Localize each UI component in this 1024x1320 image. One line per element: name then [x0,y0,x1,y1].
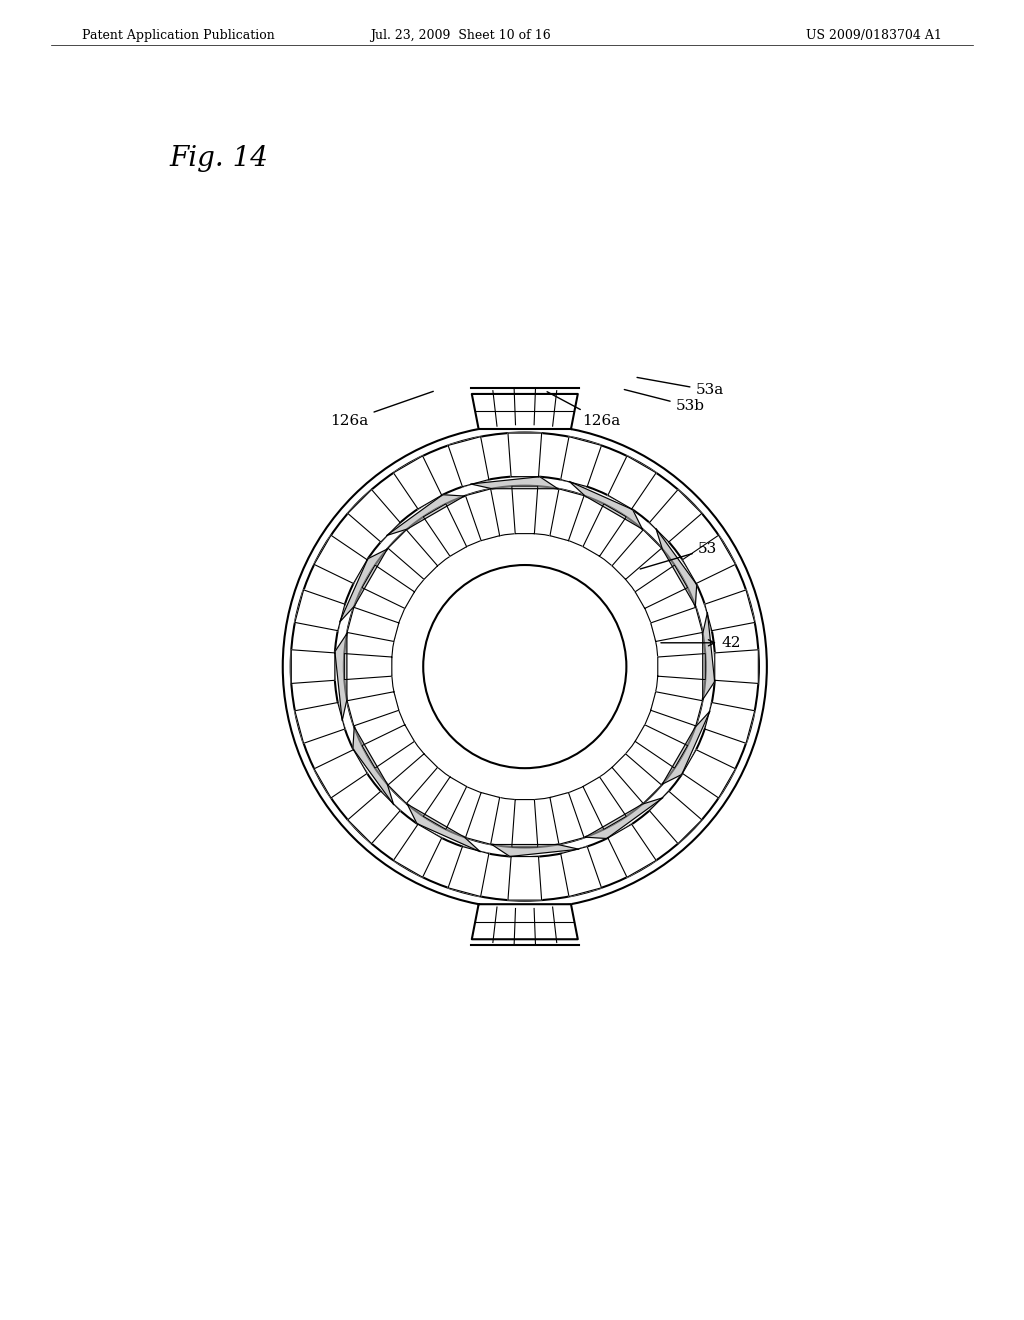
Polygon shape [651,692,702,726]
Text: US 2009/0183704 A1: US 2009/0183704 A1 [806,29,942,42]
Polygon shape [651,607,702,642]
Polygon shape [702,612,715,700]
Polygon shape [608,455,656,510]
Polygon shape [347,607,398,642]
Polygon shape [291,649,335,684]
Polygon shape [423,504,467,556]
Text: Fig. 14: Fig. 14 [169,145,268,172]
Text: 53b: 53b [625,389,705,413]
Polygon shape [657,653,706,680]
Polygon shape [682,750,735,797]
Text: 126a: 126a [547,392,621,428]
Polygon shape [715,649,759,684]
Polygon shape [608,824,656,878]
Polygon shape [348,791,400,843]
Polygon shape [393,824,441,878]
Polygon shape [612,754,662,804]
Polygon shape [347,692,398,726]
Polygon shape [508,857,542,900]
Text: 53: 53 [640,543,717,569]
Polygon shape [423,777,467,829]
Polygon shape [388,529,437,579]
Polygon shape [362,565,415,609]
Polygon shape [295,590,345,631]
Polygon shape [449,846,488,896]
Polygon shape [466,792,500,845]
Polygon shape [656,528,696,606]
Polygon shape [663,711,710,784]
Polygon shape [408,804,480,851]
Polygon shape [705,702,755,743]
Text: 53a: 53a [637,378,724,397]
Polygon shape [635,565,687,609]
Polygon shape [471,477,558,488]
Polygon shape [569,482,642,529]
Polygon shape [583,777,627,829]
Polygon shape [388,754,437,804]
Polygon shape [340,549,387,622]
Polygon shape [344,653,392,680]
Polygon shape [314,750,368,797]
Polygon shape [705,590,755,631]
Polygon shape [585,797,663,838]
Polygon shape [335,634,347,721]
Polygon shape [393,455,441,510]
Polygon shape [612,529,662,579]
Polygon shape [508,433,542,477]
Polygon shape [362,725,415,768]
Polygon shape [649,791,701,843]
Polygon shape [682,536,735,583]
Polygon shape [561,437,601,487]
Text: 126a: 126a [331,391,433,428]
Polygon shape [449,437,488,487]
Polygon shape [550,488,584,541]
Polygon shape [472,904,578,940]
Text: Patent Application Publication: Patent Application Publication [82,29,274,42]
Text: 42: 42 [660,636,741,649]
Polygon shape [583,504,627,556]
Polygon shape [466,488,500,541]
Polygon shape [353,727,393,805]
Polygon shape [295,702,345,743]
Polygon shape [550,792,584,845]
Polygon shape [314,536,368,583]
Polygon shape [561,846,601,896]
Polygon shape [387,495,465,536]
Polygon shape [348,490,400,543]
Polygon shape [649,490,701,543]
Polygon shape [512,800,538,847]
Polygon shape [492,845,579,857]
Polygon shape [512,486,538,533]
Polygon shape [635,725,687,768]
Polygon shape [472,393,578,429]
Text: Jul. 23, 2009  Sheet 10 of 16: Jul. 23, 2009 Sheet 10 of 16 [371,29,551,42]
